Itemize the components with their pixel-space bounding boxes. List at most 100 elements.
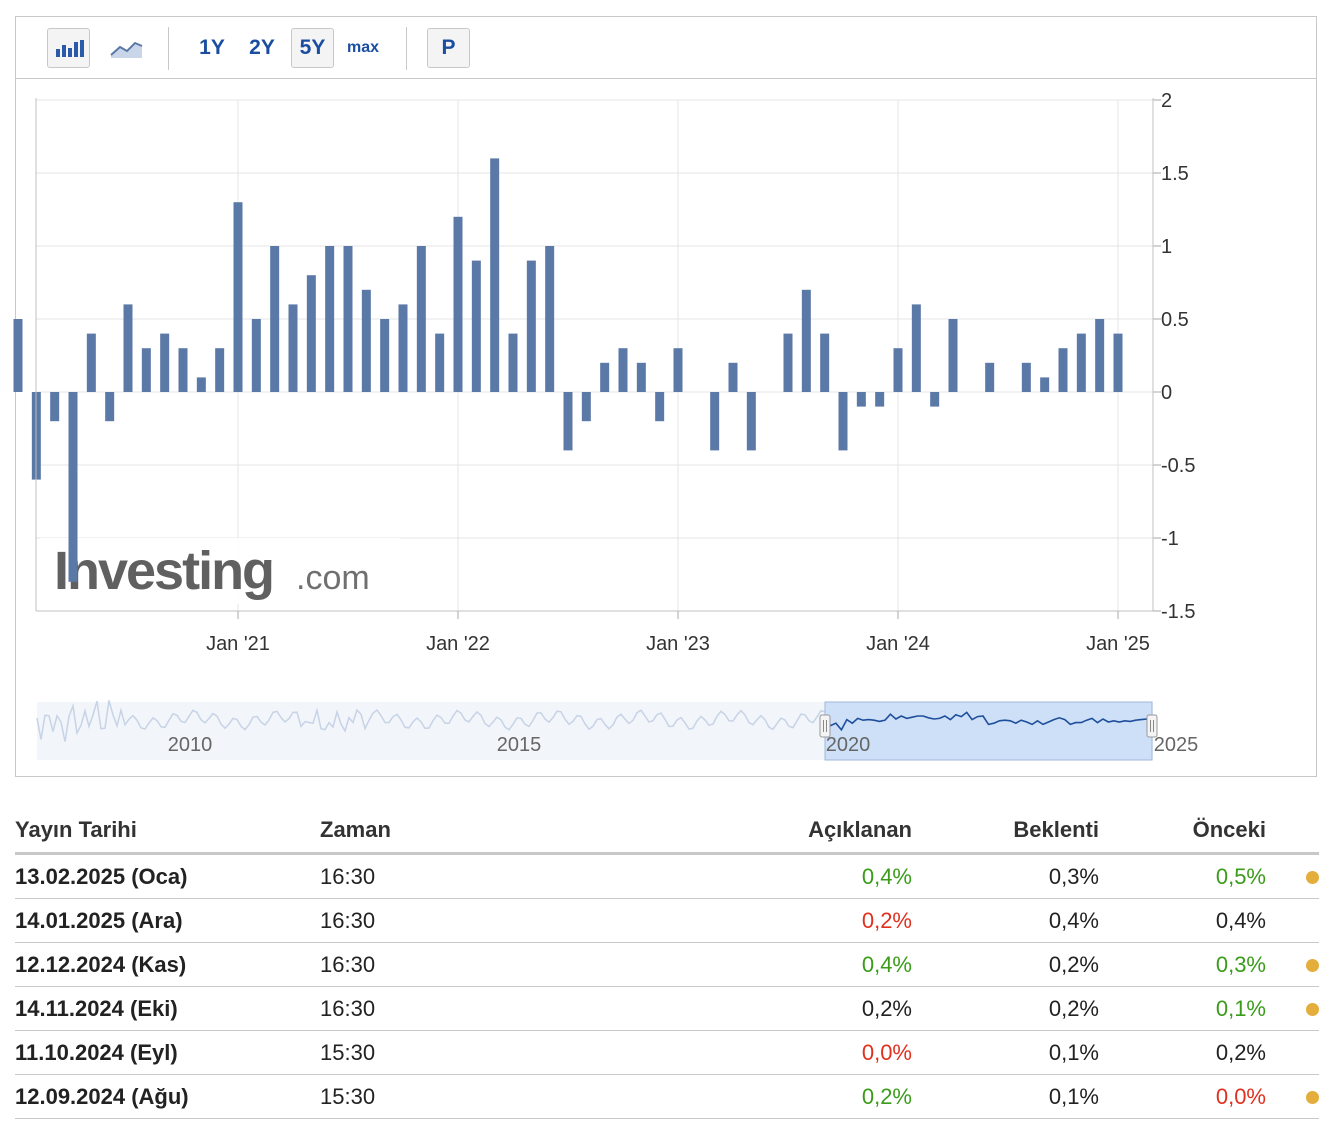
bar[interactable] <box>416 246 426 392</box>
bar[interactable] <box>178 348 188 392</box>
bar[interactable] <box>141 348 151 392</box>
bar[interactable] <box>856 392 866 407</box>
bar[interactable] <box>453 216 463 392</box>
x-tick-label: Jan '23 <box>646 633 710 655</box>
bar[interactable] <box>746 392 756 451</box>
actual-cell: 0,0% <box>520 1030 912 1075</box>
bar[interactable] <box>288 304 298 392</box>
y-tick-label: 1 <box>1161 236 1172 258</box>
bar[interactable] <box>13 319 23 392</box>
range-1y-button[interactable]: 1Y <box>199 36 225 59</box>
chart-axes: 2 1.5 1 0.5 0 -0.5 -1 -1.5 Jan '21 Jan '22 Jan '23… <box>35 90 1195 655</box>
chart-navigator[interactable]: 2010 2015 2020 2025 <box>36 700 1198 761</box>
bar[interactable] <box>948 319 958 392</box>
x-tick-label: Jan '25 <box>1086 633 1150 655</box>
revised-dot-icon[interactable] <box>1306 958 1319 972</box>
revision-cell <box>1266 898 1319 943</box>
navigator-selection[interactable] <box>824 701 1153 761</box>
navigator-left-handle[interactable] <box>819 714 831 738</box>
bar[interactable] <box>893 348 903 392</box>
bar[interactable] <box>801 289 811 392</box>
time-cell: 16:30 <box>320 853 520 899</box>
bar[interactable] <box>105 392 115 422</box>
table-row: 12.09.2024 (Ağu) 15:30 0,2% 0,1% 0,0% <box>15 1074 1319 1119</box>
bar[interactable] <box>636 362 646 392</box>
bar[interactable] <box>306 275 316 392</box>
navigator-year-label: 2015 <box>497 734 542 756</box>
bar[interactable] <box>600 362 610 392</box>
bar[interactable] <box>783 333 793 392</box>
bar[interactable] <box>1021 362 1031 392</box>
chart-frame: 1Y 2Y 5Y max P <box>15 16 1317 777</box>
bar[interactable] <box>361 289 371 392</box>
bar[interactable] <box>68 392 78 582</box>
bar[interactable] <box>398 304 408 392</box>
revision-cell <box>1266 1030 1319 1075</box>
x-tick-label: Jan '24 <box>866 633 930 655</box>
bar[interactable] <box>50 392 60 422</box>
line-chart-button[interactable] <box>104 28 148 68</box>
bar[interactable] <box>380 319 390 392</box>
bar[interactable] <box>985 362 995 392</box>
bar[interactable] <box>233 202 243 392</box>
release-date-cell: 14.11.2024 (Eki) <box>15 986 320 1031</box>
p-button[interactable]: P <box>427 28 470 68</box>
bar[interactable] <box>838 392 848 451</box>
bar[interactable] <box>563 392 573 451</box>
bar[interactable] <box>1040 377 1050 392</box>
bar[interactable] <box>490 158 500 392</box>
header-actual[interactable]: Açıklanan <box>520 808 912 855</box>
previous-cell: 0,5% <box>1099 853 1266 899</box>
time-cell: 15:30 <box>320 1074 520 1119</box>
actual-cell: 0,2% <box>520 986 912 1031</box>
previous-cell: 0,0% <box>1099 1074 1266 1119</box>
bar[interactable] <box>911 304 921 392</box>
y-tick-label: 1.5 <box>1161 163 1189 185</box>
bar[interactable] <box>1113 333 1123 392</box>
range-5y-button[interactable]: 5Y <box>291 28 334 68</box>
bar[interactable] <box>215 348 225 392</box>
revised-dot-icon[interactable] <box>1306 1002 1319 1016</box>
bar-chart-button[interactable] <box>47 28 90 68</box>
bar[interactable] <box>655 392 665 422</box>
bar[interactable] <box>581 392 591 422</box>
bar[interactable] <box>471 260 481 392</box>
bar[interactable] <box>820 333 830 392</box>
bar[interactable] <box>123 304 133 392</box>
bar[interactable] <box>545 246 555 392</box>
bar[interactable] <box>508 333 518 392</box>
table-row: 12.12.2024 (Kas) 16:30 0,4% 0,2% 0,3% <box>15 942 1319 987</box>
bar[interactable] <box>728 362 738 392</box>
header-release-date[interactable]: Yayın Tarihi <box>15 808 320 855</box>
bar[interactable] <box>435 333 445 392</box>
bar[interactable] <box>251 319 261 392</box>
bar[interactable] <box>270 246 280 392</box>
bar[interactable] <box>1095 319 1105 392</box>
bar[interactable] <box>325 246 335 392</box>
range-max-button[interactable]: max <box>346 39 380 56</box>
bar[interactable] <box>86 333 96 392</box>
navigator-right-handle[interactable] <box>1146 714 1158 738</box>
header-previous[interactable]: Önceki <box>1099 808 1266 855</box>
header-forecast[interactable]: Beklenti <box>912 808 1099 855</box>
bar[interactable] <box>673 348 683 392</box>
revision-cell <box>1266 853 1319 899</box>
bar[interactable] <box>618 348 628 392</box>
bar-chart: Investing .com 2 1.5 1 0.5 0 -0.5 -1 -1.5 Jan '2… <box>13 90 1198 761</box>
bar[interactable] <box>710 392 720 451</box>
range-2y-button[interactable]: 2Y <box>249 36 275 59</box>
bar[interactable] <box>526 260 536 392</box>
header-time[interactable]: Zaman <box>320 808 520 855</box>
revised-dot-icon[interactable] <box>1306 1090 1319 1104</box>
bar[interactable] <box>930 392 940 407</box>
bar[interactable] <box>160 333 170 392</box>
bar[interactable] <box>1076 333 1086 392</box>
actual-cell: 0,2% <box>520 898 912 943</box>
actual-cell: 0,4% <box>520 853 912 899</box>
bar[interactable] <box>196 377 206 392</box>
bar[interactable] <box>343 246 353 392</box>
bar[interactable] <box>1058 348 1068 392</box>
revised-dot-icon[interactable] <box>1306 870 1319 884</box>
bar[interactable] <box>875 392 885 407</box>
release-date-cell: 13.02.2025 (Oca) <box>15 853 320 899</box>
